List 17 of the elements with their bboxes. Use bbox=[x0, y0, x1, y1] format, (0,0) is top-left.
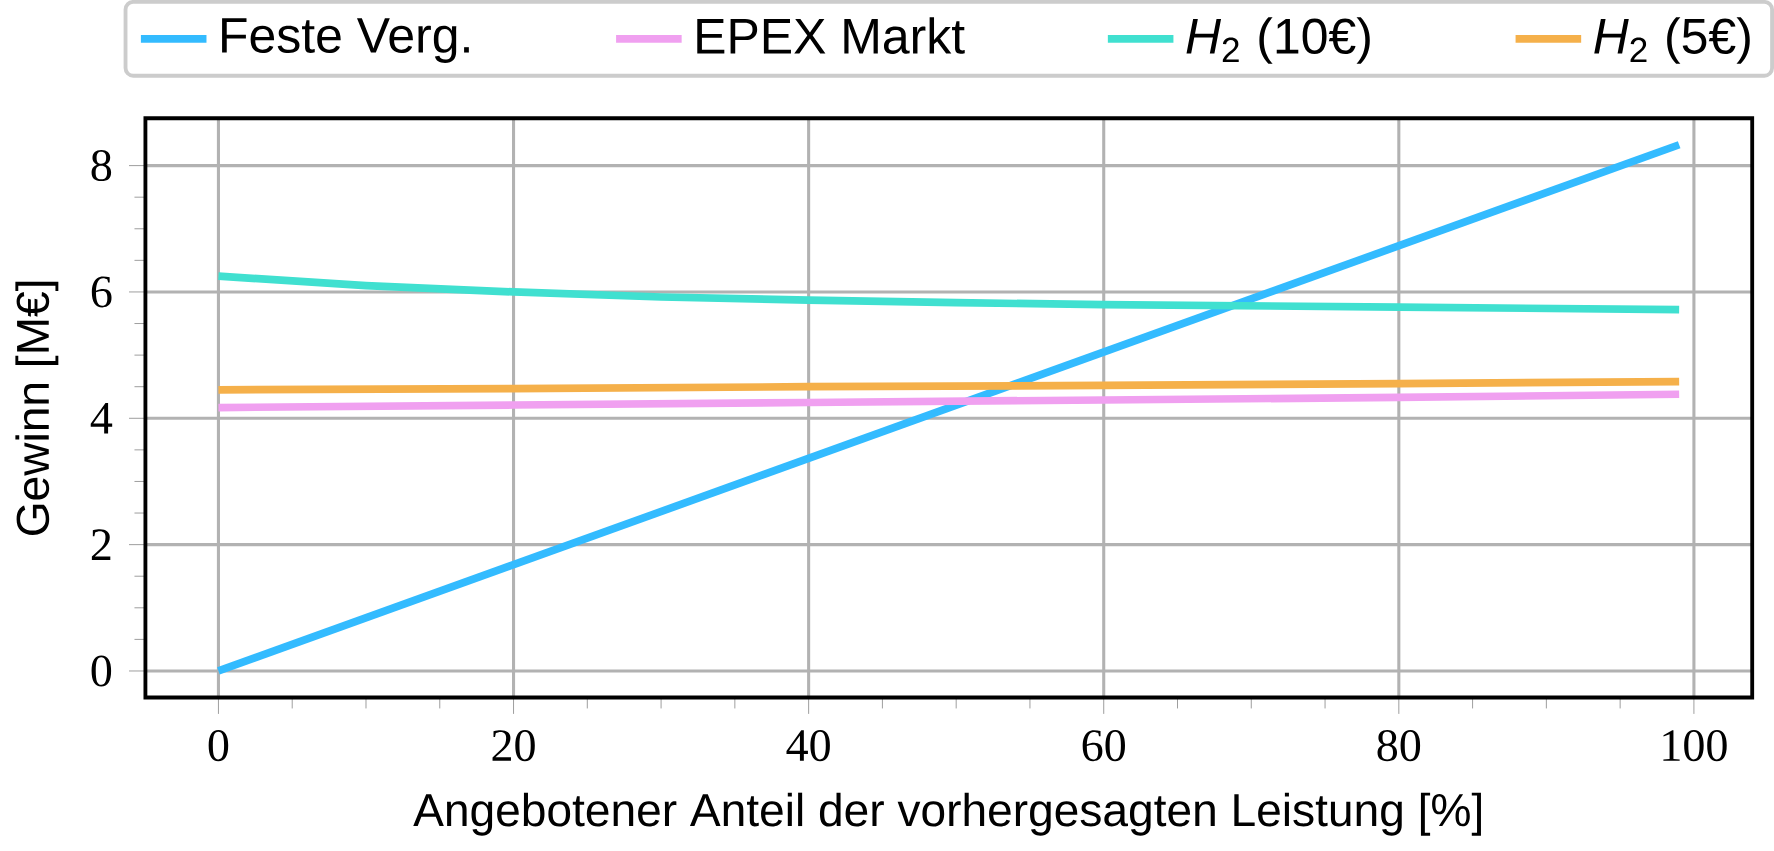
x-tick-label: 80 bbox=[1377, 730, 1421, 762]
x-tick-label: 60 bbox=[1082, 730, 1125, 762]
y-tick-label: 6 bbox=[91, 276, 112, 308]
legend-label: Feste Verg. bbox=[222, 18, 469, 63]
legend-label: H$_{2}$ (5€) bbox=[1594, 17, 1750, 64]
y-tick-label: 8 bbox=[91, 150, 112, 182]
y-tick-label: 0 bbox=[91, 655, 112, 687]
y-tick-label: 2 bbox=[91, 529, 111, 560]
x-tick-label: 0 bbox=[208, 730, 229, 762]
x-tick-label: 20 bbox=[492, 730, 535, 762]
x-tick-label: 40 bbox=[786, 730, 830, 762]
legend-label: H$_{2}$ (10€) bbox=[1186, 17, 1370, 64]
legend-label: EPEX Markt bbox=[697, 17, 965, 54]
x-tick-label: 100 bbox=[1663, 730, 1727, 762]
y-axis-title: Gewinn [M€] bbox=[15, 281, 59, 535]
x-axis-title: Angebotener Anteil der vorhergesagten Leistung [%] bbox=[413, 792, 1481, 836]
y-tick-label: 4 bbox=[90, 403, 113, 434]
